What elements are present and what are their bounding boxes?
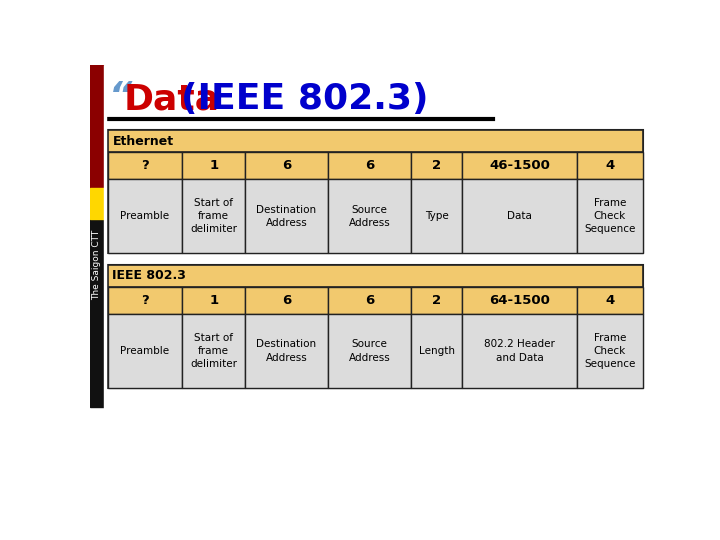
Text: ?: ? xyxy=(141,294,149,307)
Bar xyxy=(108,130,642,253)
Text: Source
Address: Source Address xyxy=(348,339,390,362)
Text: Frame
Check
Sequence: Frame Check Sequence xyxy=(584,333,635,369)
Text: Destination
Address: Destination Address xyxy=(256,339,317,362)
Text: Data: Data xyxy=(124,83,220,117)
Bar xyxy=(108,287,182,314)
Text: Start of
frame
delimiter: Start of frame delimiter xyxy=(190,333,237,369)
Text: Data: Data xyxy=(507,211,532,221)
Text: 1: 1 xyxy=(209,159,218,172)
Bar xyxy=(462,152,577,179)
Bar xyxy=(328,314,411,388)
Bar xyxy=(411,179,462,253)
Bar xyxy=(90,188,104,219)
Bar xyxy=(182,287,245,314)
Text: 64-1500: 64-1500 xyxy=(489,294,550,307)
Text: 6: 6 xyxy=(365,294,374,307)
Text: The Saigon CTT: The Saigon CTT xyxy=(92,230,102,300)
Text: 802.2 Header
and Data: 802.2 Header and Data xyxy=(484,339,555,362)
Bar xyxy=(90,65,104,188)
Bar xyxy=(411,314,462,388)
Bar xyxy=(182,152,245,179)
Bar xyxy=(462,179,577,253)
Text: 6: 6 xyxy=(282,294,291,307)
Text: Destination
Address: Destination Address xyxy=(256,205,317,228)
Bar xyxy=(328,179,411,253)
Bar xyxy=(104,65,106,481)
Bar xyxy=(411,287,462,314)
Text: 2: 2 xyxy=(432,294,441,307)
Bar xyxy=(245,152,328,179)
Text: 46-1500: 46-1500 xyxy=(489,159,550,172)
Bar xyxy=(108,265,642,388)
Text: Type: Type xyxy=(425,211,449,221)
Text: IEEE 802.3: IEEE 802.3 xyxy=(112,269,186,282)
Bar xyxy=(90,65,104,408)
Text: 6: 6 xyxy=(365,159,374,172)
Text: 1: 1 xyxy=(209,294,218,307)
Bar xyxy=(328,152,411,179)
Bar xyxy=(462,287,577,314)
Text: Preamble: Preamble xyxy=(120,211,170,221)
Text: Length: Length xyxy=(419,346,455,356)
Bar xyxy=(108,130,642,152)
Bar xyxy=(245,314,328,388)
Text: 4: 4 xyxy=(605,294,614,307)
Bar xyxy=(245,179,328,253)
Bar xyxy=(577,314,642,388)
Text: 6: 6 xyxy=(282,159,291,172)
Bar xyxy=(245,287,328,314)
Bar xyxy=(108,314,182,388)
Text: Source
Address: Source Address xyxy=(348,205,390,228)
Text: Preamble: Preamble xyxy=(120,346,170,356)
Text: Start of
frame
delimiter: Start of frame delimiter xyxy=(190,198,237,234)
Text: Ethernet: Ethernet xyxy=(112,134,174,147)
Text: Frame
Check
Sequence: Frame Check Sequence xyxy=(584,198,635,234)
Bar xyxy=(577,152,642,179)
Bar xyxy=(577,179,642,253)
Bar xyxy=(108,265,642,287)
Text: (IEEE 802.3): (IEEE 802.3) xyxy=(181,83,429,117)
Bar xyxy=(108,179,182,253)
Bar xyxy=(411,152,462,179)
Bar xyxy=(328,287,411,314)
Text: 4: 4 xyxy=(605,159,614,172)
Text: 2: 2 xyxy=(432,159,441,172)
Bar xyxy=(108,152,182,179)
Bar xyxy=(182,179,245,253)
Bar xyxy=(577,287,642,314)
Text: “: “ xyxy=(109,80,132,114)
Text: ?: ? xyxy=(141,159,149,172)
Bar xyxy=(182,314,245,388)
Bar xyxy=(462,314,577,388)
